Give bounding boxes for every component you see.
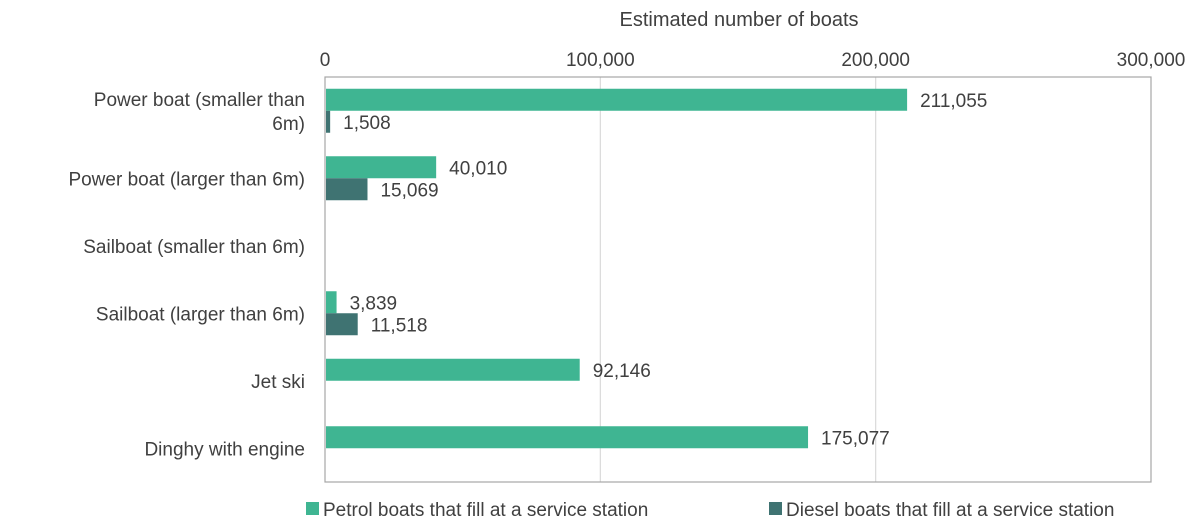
category-label: Sailboat (smaller than 6m): [83, 237, 305, 258]
petrol-bar: [326, 88, 908, 111]
diesel-bar: [326, 110, 331, 133]
x-tick-label: 0: [320, 50, 331, 71]
legend-swatch: [306, 502, 319, 515]
petrol-bar: [326, 291, 337, 314]
x-axis-title: Estimated number of boats: [619, 9, 858, 31]
category-label: 6m): [272, 114, 305, 135]
category-label: Dinghy with engine: [144, 439, 305, 460]
legend-swatch: [769, 502, 782, 515]
plot-area-frame: [324, 76, 1152, 483]
diesel-bar: [326, 313, 358, 336]
data-label: 15,069: [380, 180, 438, 201]
petrol-bar: [326, 358, 580, 381]
category-label: Power boat (smaller than: [94, 90, 305, 111]
data-label: 175,077: [821, 428, 890, 449]
data-label: 92,146: [593, 361, 651, 382]
legend-entry: Petrol boats that fill at a service stat…: [323, 500, 648, 521]
legend-entry: Diesel boats that fill at a service stat…: [786, 500, 1114, 521]
x-tick-label: 300,000: [1117, 50, 1186, 71]
data-label: 40,010: [449, 158, 507, 179]
category-label: Jet ski: [251, 372, 305, 393]
data-label: 211,055: [920, 91, 987, 112]
category-label: Sailboat (larger than 6m): [96, 304, 305, 325]
category-label: Power boat (larger than 6m): [68, 169, 305, 190]
data-label: 11,518: [371, 315, 428, 336]
diesel-bar: [326, 178, 368, 201]
x-tick-label: 100,000: [566, 50, 635, 71]
x-tick-label: 200,000: [841, 50, 910, 71]
petrol-bar: [326, 426, 809, 449]
petrol-bar: [326, 156, 437, 179]
data-label: 3,839: [350, 293, 398, 314]
data-label: 1,508: [343, 113, 391, 134]
